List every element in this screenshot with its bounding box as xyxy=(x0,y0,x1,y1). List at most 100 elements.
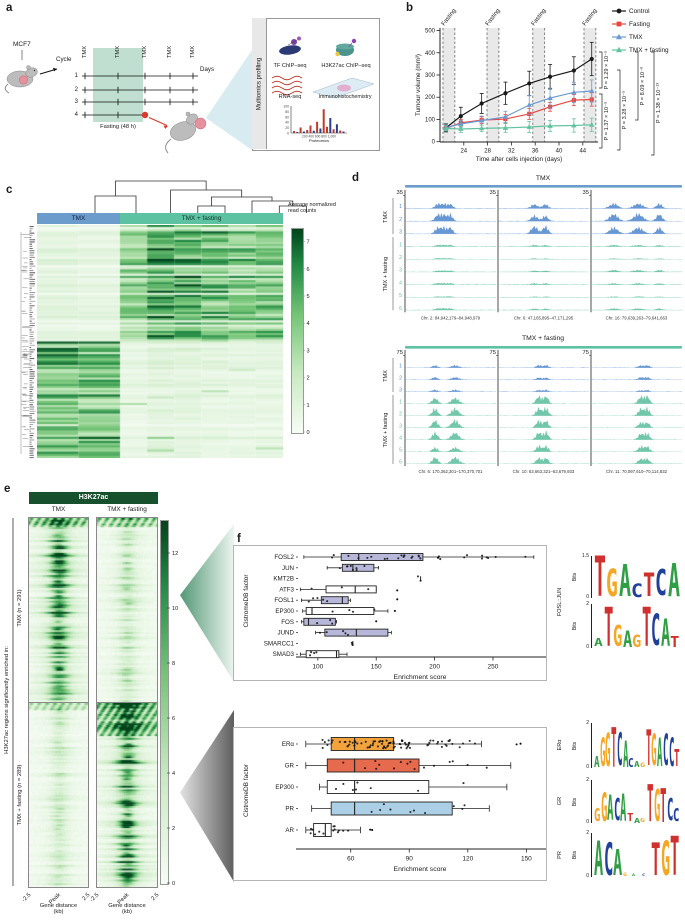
data-point xyxy=(397,557,400,560)
legend-label: TMX + fasting xyxy=(629,47,669,54)
logo-letter: C xyxy=(662,726,669,777)
data-point xyxy=(372,742,375,745)
data-point xyxy=(416,575,420,578)
mini-bar xyxy=(342,131,345,133)
cycle-row-3: 3 xyxy=(74,98,78,105)
data-point xyxy=(351,610,355,613)
data-point xyxy=(479,101,484,106)
mini-bar xyxy=(332,129,335,133)
coverage-track xyxy=(591,296,682,298)
row-labels-smudge xyxy=(29,303,32,305)
data-point xyxy=(331,556,334,559)
y-tick: 400 xyxy=(425,51,436,57)
tumour xyxy=(194,117,207,130)
tmx-dose-label: TMX xyxy=(115,45,121,59)
mouse-tail xyxy=(4,83,10,94)
coverage-track xyxy=(498,457,589,464)
replicate-number: 3 xyxy=(399,268,402,274)
data-point xyxy=(448,760,451,763)
data-point xyxy=(571,122,577,128)
fasting-note: Fasting (48 h) xyxy=(100,124,136,130)
data-point xyxy=(350,641,353,644)
boxplot-bottom-frame: 60 90 120 150 Enrichment score CistromeDB fac… xyxy=(233,727,547,881)
colorbar-e xyxy=(160,520,169,885)
data-point xyxy=(315,651,318,654)
logo-letter: T xyxy=(670,825,680,889)
outlier-point xyxy=(515,743,518,746)
data-point xyxy=(366,746,369,749)
mouse-tail xyxy=(165,138,172,154)
replicate-number: 2 xyxy=(399,255,402,261)
data-point xyxy=(547,95,553,101)
row-labels-smudge xyxy=(29,424,34,426)
data-point xyxy=(478,125,485,131)
data-point xyxy=(331,739,334,742)
colorbar-tick: 1 xyxy=(307,403,310,409)
row-labels-smudge xyxy=(29,344,35,346)
coverage-track xyxy=(591,282,682,285)
data-point xyxy=(616,21,622,27)
row-labels-smudge xyxy=(29,340,35,342)
data-point xyxy=(439,558,442,561)
row-labels-smudge xyxy=(29,404,33,406)
data-point xyxy=(422,766,426,769)
panel-label-c: c xyxy=(6,184,13,196)
scale-label: 75 xyxy=(583,350,589,356)
mini-bar xyxy=(302,131,305,133)
replicate-number: 3 xyxy=(399,388,402,394)
data-point xyxy=(356,742,359,745)
mini-ytick: 100 xyxy=(283,105,289,109)
coverage-track xyxy=(405,397,496,404)
coverage-track xyxy=(498,406,589,416)
data-point xyxy=(322,832,325,835)
data-point xyxy=(334,787,338,791)
data-point xyxy=(331,610,334,613)
box xyxy=(325,585,377,594)
category-label: KMT2B xyxy=(273,576,294,583)
y-axis-label: CistromeDB factor xyxy=(243,763,250,817)
data-point xyxy=(336,831,339,834)
row-group-label: TMX xyxy=(383,370,389,382)
data-point xyxy=(502,125,509,130)
row-labels-smudge xyxy=(29,402,34,404)
data-point xyxy=(458,746,461,749)
row-labels-smudge xyxy=(29,443,32,445)
logo-zero-tick: 0 xyxy=(586,873,589,879)
data-point xyxy=(381,740,384,743)
tf-chipseq-icon xyxy=(279,45,301,55)
mini-bar xyxy=(322,109,325,133)
row-labels-smudge xyxy=(29,272,36,274)
logo-letter: G xyxy=(660,831,671,887)
y-tick: 0 xyxy=(432,140,436,146)
row-labels-smudge xyxy=(29,287,32,289)
bits-label: Bits xyxy=(572,621,578,631)
data-point xyxy=(367,588,370,591)
data-point xyxy=(461,807,464,810)
box xyxy=(320,596,349,605)
coverage-track xyxy=(591,445,682,452)
data-point xyxy=(385,739,388,742)
e-col-title-tmx-fasting: TMX + fasting xyxy=(107,506,147,513)
data-point xyxy=(353,744,356,747)
svg-circle xyxy=(351,38,357,44)
method-rnaseq: RNA-seq xyxy=(278,94,302,100)
data-point xyxy=(589,88,595,93)
logo-letter: T xyxy=(670,632,680,651)
data-point xyxy=(382,803,385,806)
series-line xyxy=(445,90,592,129)
data-point xyxy=(322,598,325,601)
motif-logo-era: 2 0 Bits A G G T C A C A G T G A C C T xyxy=(572,720,682,777)
logo-axis xyxy=(591,604,592,648)
coverage-track xyxy=(591,365,682,368)
row-labels-smudge xyxy=(29,432,34,434)
box xyxy=(341,563,375,572)
row-labels-smudge xyxy=(29,270,34,272)
row-labels-smudge xyxy=(29,325,35,327)
row-labels-smudge xyxy=(29,408,35,410)
row-labels-smudge xyxy=(29,327,33,329)
data-point xyxy=(404,743,407,746)
data-point xyxy=(371,744,374,747)
legend-label: Fasting xyxy=(629,21,650,28)
x-tick: 40 xyxy=(556,149,563,155)
